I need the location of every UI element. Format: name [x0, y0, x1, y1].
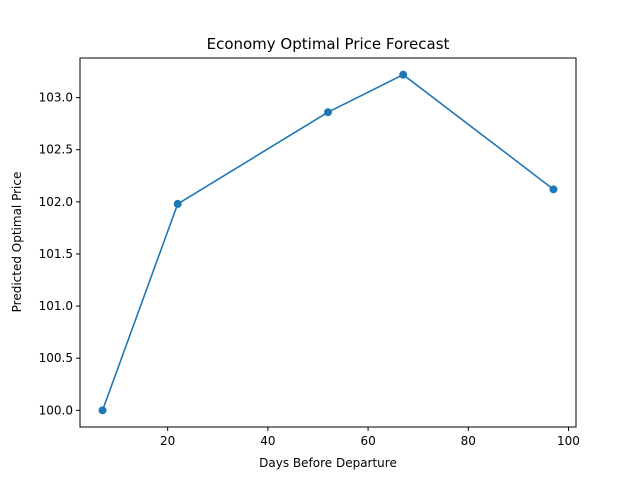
- data-point: [549, 185, 558, 194]
- y-tick-label: 103.0: [39, 91, 73, 105]
- y-tick-label: 102.5: [39, 143, 73, 157]
- series-layer: [98, 70, 558, 415]
- y-axis: 100.0 100.5 101.0 101.5 102.0 102.5 103.0: [39, 91, 80, 417]
- x-tick-label: 60: [360, 434, 375, 448]
- data-point: [399, 70, 408, 79]
- y-axis-label: Predicted Optimal Price: [10, 172, 24, 313]
- data-point: [98, 406, 107, 415]
- x-axis-label: Days Before Departure: [259, 456, 397, 470]
- data-point: [173, 199, 182, 208]
- y-tick-label: 102.0: [39, 195, 73, 209]
- data-point: [324, 108, 332, 117]
- x-tick-label: 100: [557, 434, 580, 448]
- y-tick-label: 100.5: [39, 351, 73, 365]
- x-tick-label: 40: [260, 434, 275, 448]
- y-tick-label: 100.0: [39, 403, 73, 417]
- x-axis: 20 40 60 80 100: [160, 427, 580, 448]
- y-tick-label: 101.0: [39, 299, 73, 313]
- plot-frame: [79, 57, 577, 428]
- y-tick-label: 101.5: [39, 247, 73, 261]
- x-tick-label: 20: [160, 434, 175, 448]
- chart-title: Economy Optimal Price Forecast: [207, 35, 450, 53]
- x-tick-label: 80: [461, 434, 476, 448]
- series-line: [101, 73, 554, 411]
